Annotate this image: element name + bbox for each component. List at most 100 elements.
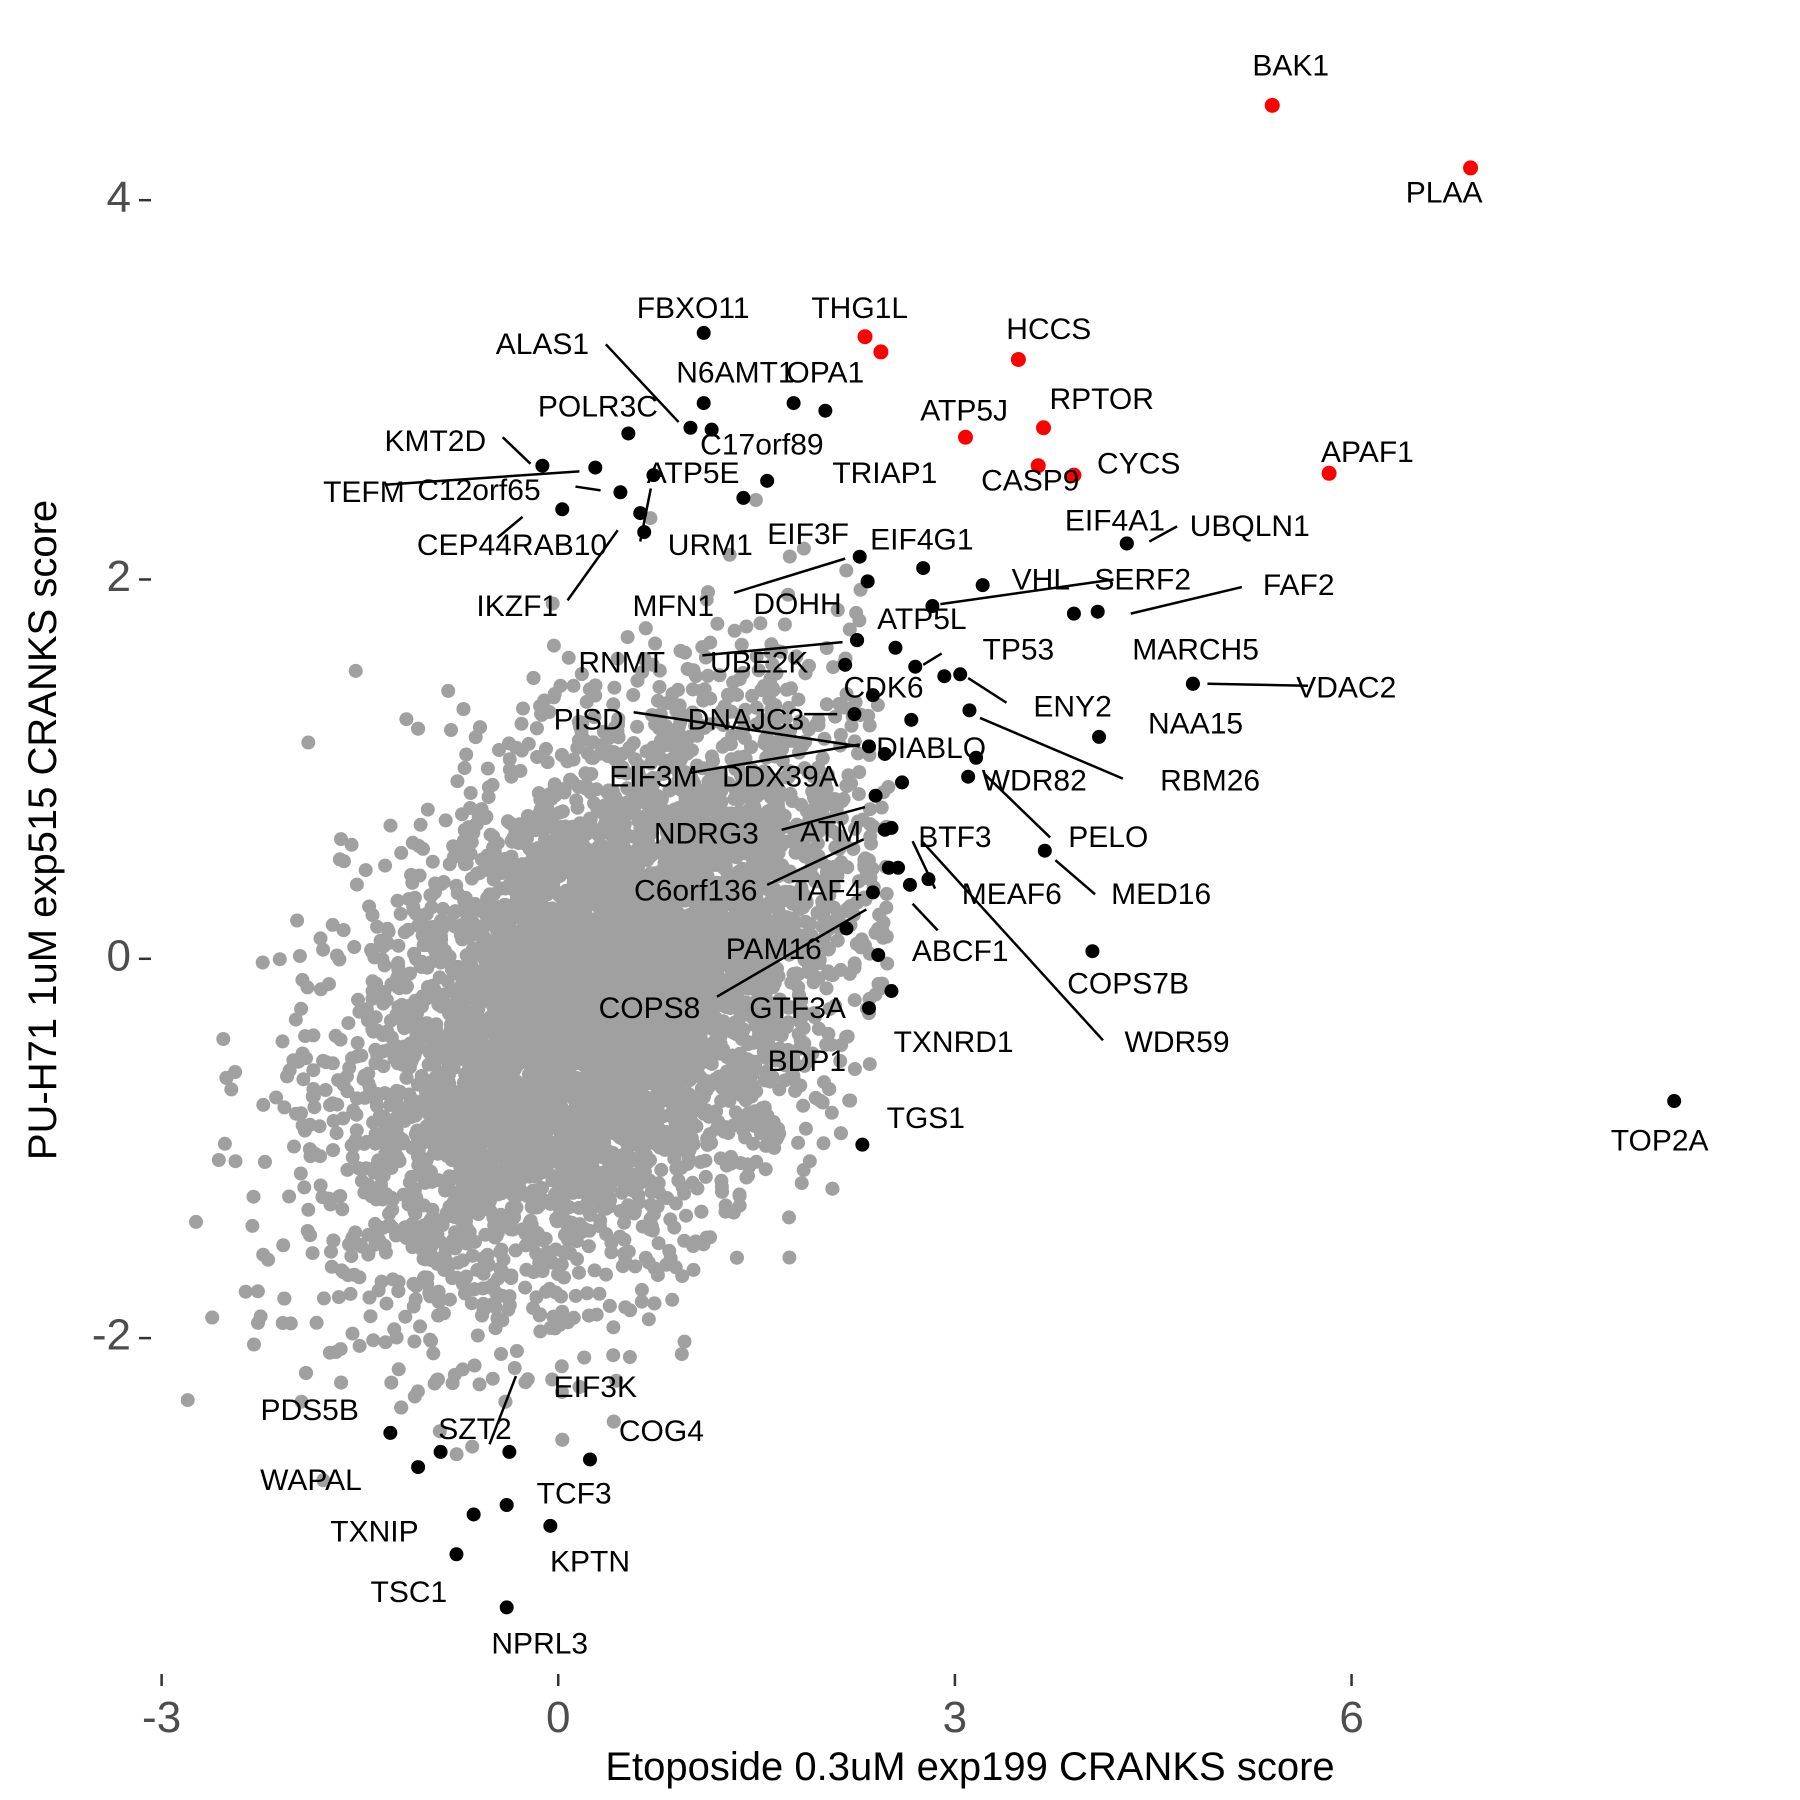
- background-gene-point: [507, 1361, 522, 1375]
- background-gene-point: [376, 1059, 391, 1074]
- background-gene-point: [238, 1284, 253, 1299]
- background-gene-point: [217, 1136, 232, 1151]
- background-gene-point: [457, 761, 472, 775]
- background-gene-point: [228, 1154, 243, 1169]
- background-gene-point: [879, 886, 894, 901]
- background-gene-point: [791, 1135, 806, 1150]
- background-gene-point: [344, 837, 359, 852]
- background-gene-point: [782, 1250, 797, 1265]
- background-gene-point: [463, 786, 478, 800]
- background-gene-point: [180, 1393, 195, 1408]
- background-gene-point: [849, 605, 864, 620]
- background-gene-point: [872, 907, 887, 922]
- background-gene-point: [817, 731, 832, 746]
- background-gene-point: [739, 619, 754, 634]
- background-gene-point: [816, 1136, 831, 1151]
- background-gene-point: [399, 712, 414, 727]
- background-gene-point: [503, 1222, 518, 1237]
- background-gene-point: [730, 687, 745, 702]
- background-gene-point: [348, 1225, 363, 1240]
- background-gene-point: [369, 1098, 384, 1113]
- background-gene-point: [428, 876, 443, 891]
- background-gene-point: [306, 1028, 321, 1043]
- background-gene-point: [348, 663, 363, 678]
- background-gene-point: [307, 1100, 322, 1115]
- background-gene-point: [316, 1291, 331, 1306]
- background-gene-point: [485, 777, 500, 792]
- background-gene-point: [394, 845, 409, 860]
- background-gene-point: [612, 1229, 627, 1244]
- background-gene-point: [533, 1307, 548, 1322]
- background-gene-point: [555, 804, 570, 819]
- background-gene-point: [376, 1044, 390, 1059]
- background-gene-point: [580, 1286, 595, 1301]
- background-gene-point: [292, 949, 307, 963]
- background-gene-point: [651, 1176, 666, 1191]
- background-gene-point: [819, 697, 834, 712]
- background-gene-point: [189, 1214, 203, 1229]
- background-gene-point: [333, 1342, 348, 1357]
- background-gene-point: [626, 688, 641, 702]
- background-gene-point: [648, 636, 663, 651]
- background-gene-point: [727, 623, 742, 638]
- background-gene-point: [216, 1032, 231, 1046]
- background-gene-point: [345, 1150, 360, 1165]
- background-gene-point: [502, 762, 517, 777]
- background-gene-point: [674, 1347, 689, 1362]
- background-gene-point: [618, 1300, 633, 1315]
- background-gene-point: [346, 1103, 361, 1118]
- background-gene-point: [509, 740, 524, 755]
- background-gene-point: [538, 832, 552, 847]
- background-gene-point: [358, 863, 373, 878]
- background-gene-point: [247, 1337, 261, 1352]
- background-gene-point: [275, 1316, 290, 1330]
- background-gene-point: [470, 1328, 485, 1343]
- background-gene-point: [578, 766, 593, 781]
- background-gene-point: [796, 1098, 811, 1113]
- background-gene-point: [480, 761, 495, 776]
- background-gene-point: [342, 1237, 356, 1252]
- background-gene-point: [393, 906, 408, 921]
- background-gene-point: [287, 1139, 301, 1154]
- background-gene-point: [583, 785, 598, 800]
- background-gene-point: [513, 763, 528, 778]
- background-gene-point: [493, 1261, 508, 1276]
- background-gene-point: [794, 1176, 809, 1191]
- background-gene-point: [290, 913, 305, 928]
- background-gene-point: [516, 701, 530, 716]
- background-gene-point: [389, 1083, 404, 1098]
- background-gene-point: [384, 1375, 399, 1390]
- background-gene-point: [449, 1447, 464, 1462]
- background-gene-point: [665, 1292, 680, 1307]
- background-gene-point: [255, 955, 270, 970]
- background-gene-point: [365, 974, 380, 989]
- background-gene-point: [333, 1032, 348, 1047]
- background-gene-point: [485, 1371, 500, 1386]
- background-gene-point: [426, 1346, 441, 1361]
- background-gene-point: [444, 723, 458, 737]
- background-gene-point: [345, 1326, 360, 1341]
- background-gene-point: [798, 1121, 813, 1136]
- background-gene-point: [808, 1090, 823, 1105]
- background-gene-point: [519, 1262, 534, 1277]
- background-gene-point: [410, 1384, 425, 1399]
- background-gene-point: [390, 893, 405, 908]
- background-gene-point: [570, 1252, 584, 1266]
- background-gene-point: [462, 835, 477, 850]
- background-gene-point: [570, 800, 585, 815]
- background-gene-point: [414, 960, 429, 974]
- background-gene-point: [826, 660, 841, 675]
- background-gene-point: [566, 678, 581, 693]
- background-gene-point: [325, 917, 340, 932]
- background-gene-point: [294, 1001, 309, 1016]
- background-gene-point: [420, 802, 435, 817]
- background-gene-point: [343, 1286, 358, 1301]
- background-gene-point: [405, 835, 420, 850]
- background-gene-point: [205, 1310, 220, 1325]
- background-gene-point: [350, 1036, 365, 1050]
- background-gene-point: [306, 1082, 321, 1096]
- background-gene-point: [494, 1242, 509, 1257]
- background-gene-point: [329, 1126, 344, 1141]
- background-gene-point: [604, 1245, 619, 1260]
